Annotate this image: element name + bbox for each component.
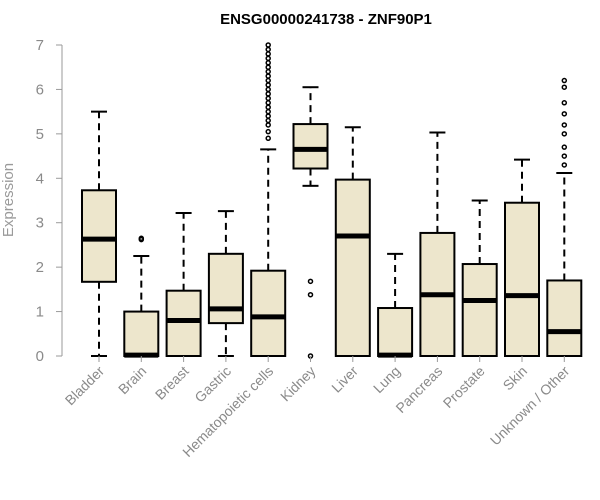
- outlier-point: [265, 104, 271, 110]
- outlier-point: [265, 91, 271, 97]
- y-tick-label: 7: [36, 37, 44, 54]
- box: [546, 279, 583, 358]
- y-tick-label: 5: [36, 126, 44, 143]
- outlier-point: [265, 135, 271, 142]
- outlier-point: [265, 60, 271, 66]
- y-axis: 0 1 2 3 4 5 6 7: [36, 37, 63, 365]
- x-tick-label: Liver: [328, 363, 361, 396]
- box: [165, 289, 202, 357]
- outlier-point: [265, 77, 271, 84]
- outlier-point: [561, 111, 568, 117]
- outlier-point: [265, 82, 271, 88]
- outlier-point: [265, 46, 271, 53]
- y-axis-label: Expression: [0, 163, 17, 237]
- x-tick-label: Brain: [115, 363, 149, 397]
- outlier-point: [561, 100, 568, 106]
- outlier-point: [265, 68, 271, 75]
- outlier-point: [265, 113, 271, 119]
- x-tick-label: Kidney: [277, 363, 319, 405]
- boxes: [81, 42, 583, 359]
- outlier-point: [561, 131, 568, 137]
- box-group: [546, 77, 583, 358]
- outlier-point: [265, 117, 271, 124]
- x-tick-label: Prostate: [440, 363, 488, 411]
- outlier-point: [561, 144, 568, 150]
- outlier-point: [265, 128, 271, 135]
- x-tick-label: Pancreas: [392, 363, 445, 416]
- box-group: [334, 126, 371, 357]
- outlier-point: [265, 100, 271, 106]
- outlier-point: [265, 122, 271, 128]
- outlier-point: [561, 77, 568, 84]
- y-tick-label: 4: [36, 170, 44, 187]
- box-group: [165, 211, 202, 357]
- outlier-point: [265, 95, 271, 102]
- outlier-point: [265, 55, 271, 62]
- y-tick-label: 3: [36, 215, 44, 232]
- y-tick-label: 6: [36, 81, 44, 98]
- outlier-point: [265, 51, 271, 57]
- outlier-point: [265, 64, 271, 70]
- x-tick-label: Skin: [500, 363, 531, 394]
- box: [504, 201, 540, 357]
- box: [123, 310, 160, 358]
- outlier-point: [265, 108, 271, 115]
- x-tick-label: Unknown / Other: [487, 363, 573, 449]
- box: [207, 252, 244, 325]
- outlier-point: [138, 235, 145, 242]
- box: [377, 307, 414, 358]
- box-group: [504, 158, 540, 357]
- x-tick-label: Breast: [152, 363, 192, 403]
- y-tick-label: 1: [36, 304, 44, 321]
- box: [334, 178, 371, 357]
- box-group: [123, 235, 160, 358]
- x-tick-label: Lung: [370, 363, 403, 396]
- outlier-point: [265, 42, 271, 48]
- outlier-point: [265, 86, 271, 93]
- outlier-point: [265, 73, 271, 79]
- box-group: [81, 110, 117, 357]
- outlier-point: [561, 122, 568, 128]
- y-tick-label: 2: [36, 259, 44, 276]
- outlier-point: [561, 162, 568, 168]
- box-group: [419, 131, 456, 358]
- outlier-point: [307, 278, 314, 285]
- box: [250, 269, 287, 357]
- outlier-point: [561, 84, 568, 90]
- box-group: [250, 42, 287, 357]
- chart-title: ENSG00000241738 - ZNF90P1: [220, 11, 432, 28]
- box-group: [292, 86, 329, 359]
- box-group: [207, 210, 244, 357]
- box: [292, 123, 329, 170]
- box-group: [461, 199, 498, 358]
- x-tick-label: Bladder: [62, 363, 108, 409]
- box: [81, 189, 117, 283]
- y-tick-label: 0: [36, 348, 44, 365]
- outlier-point: [307, 291, 314, 298]
- outlier-point: [561, 153, 568, 159]
- box: [461, 263, 498, 358]
- box-group: [377, 252, 414, 358]
